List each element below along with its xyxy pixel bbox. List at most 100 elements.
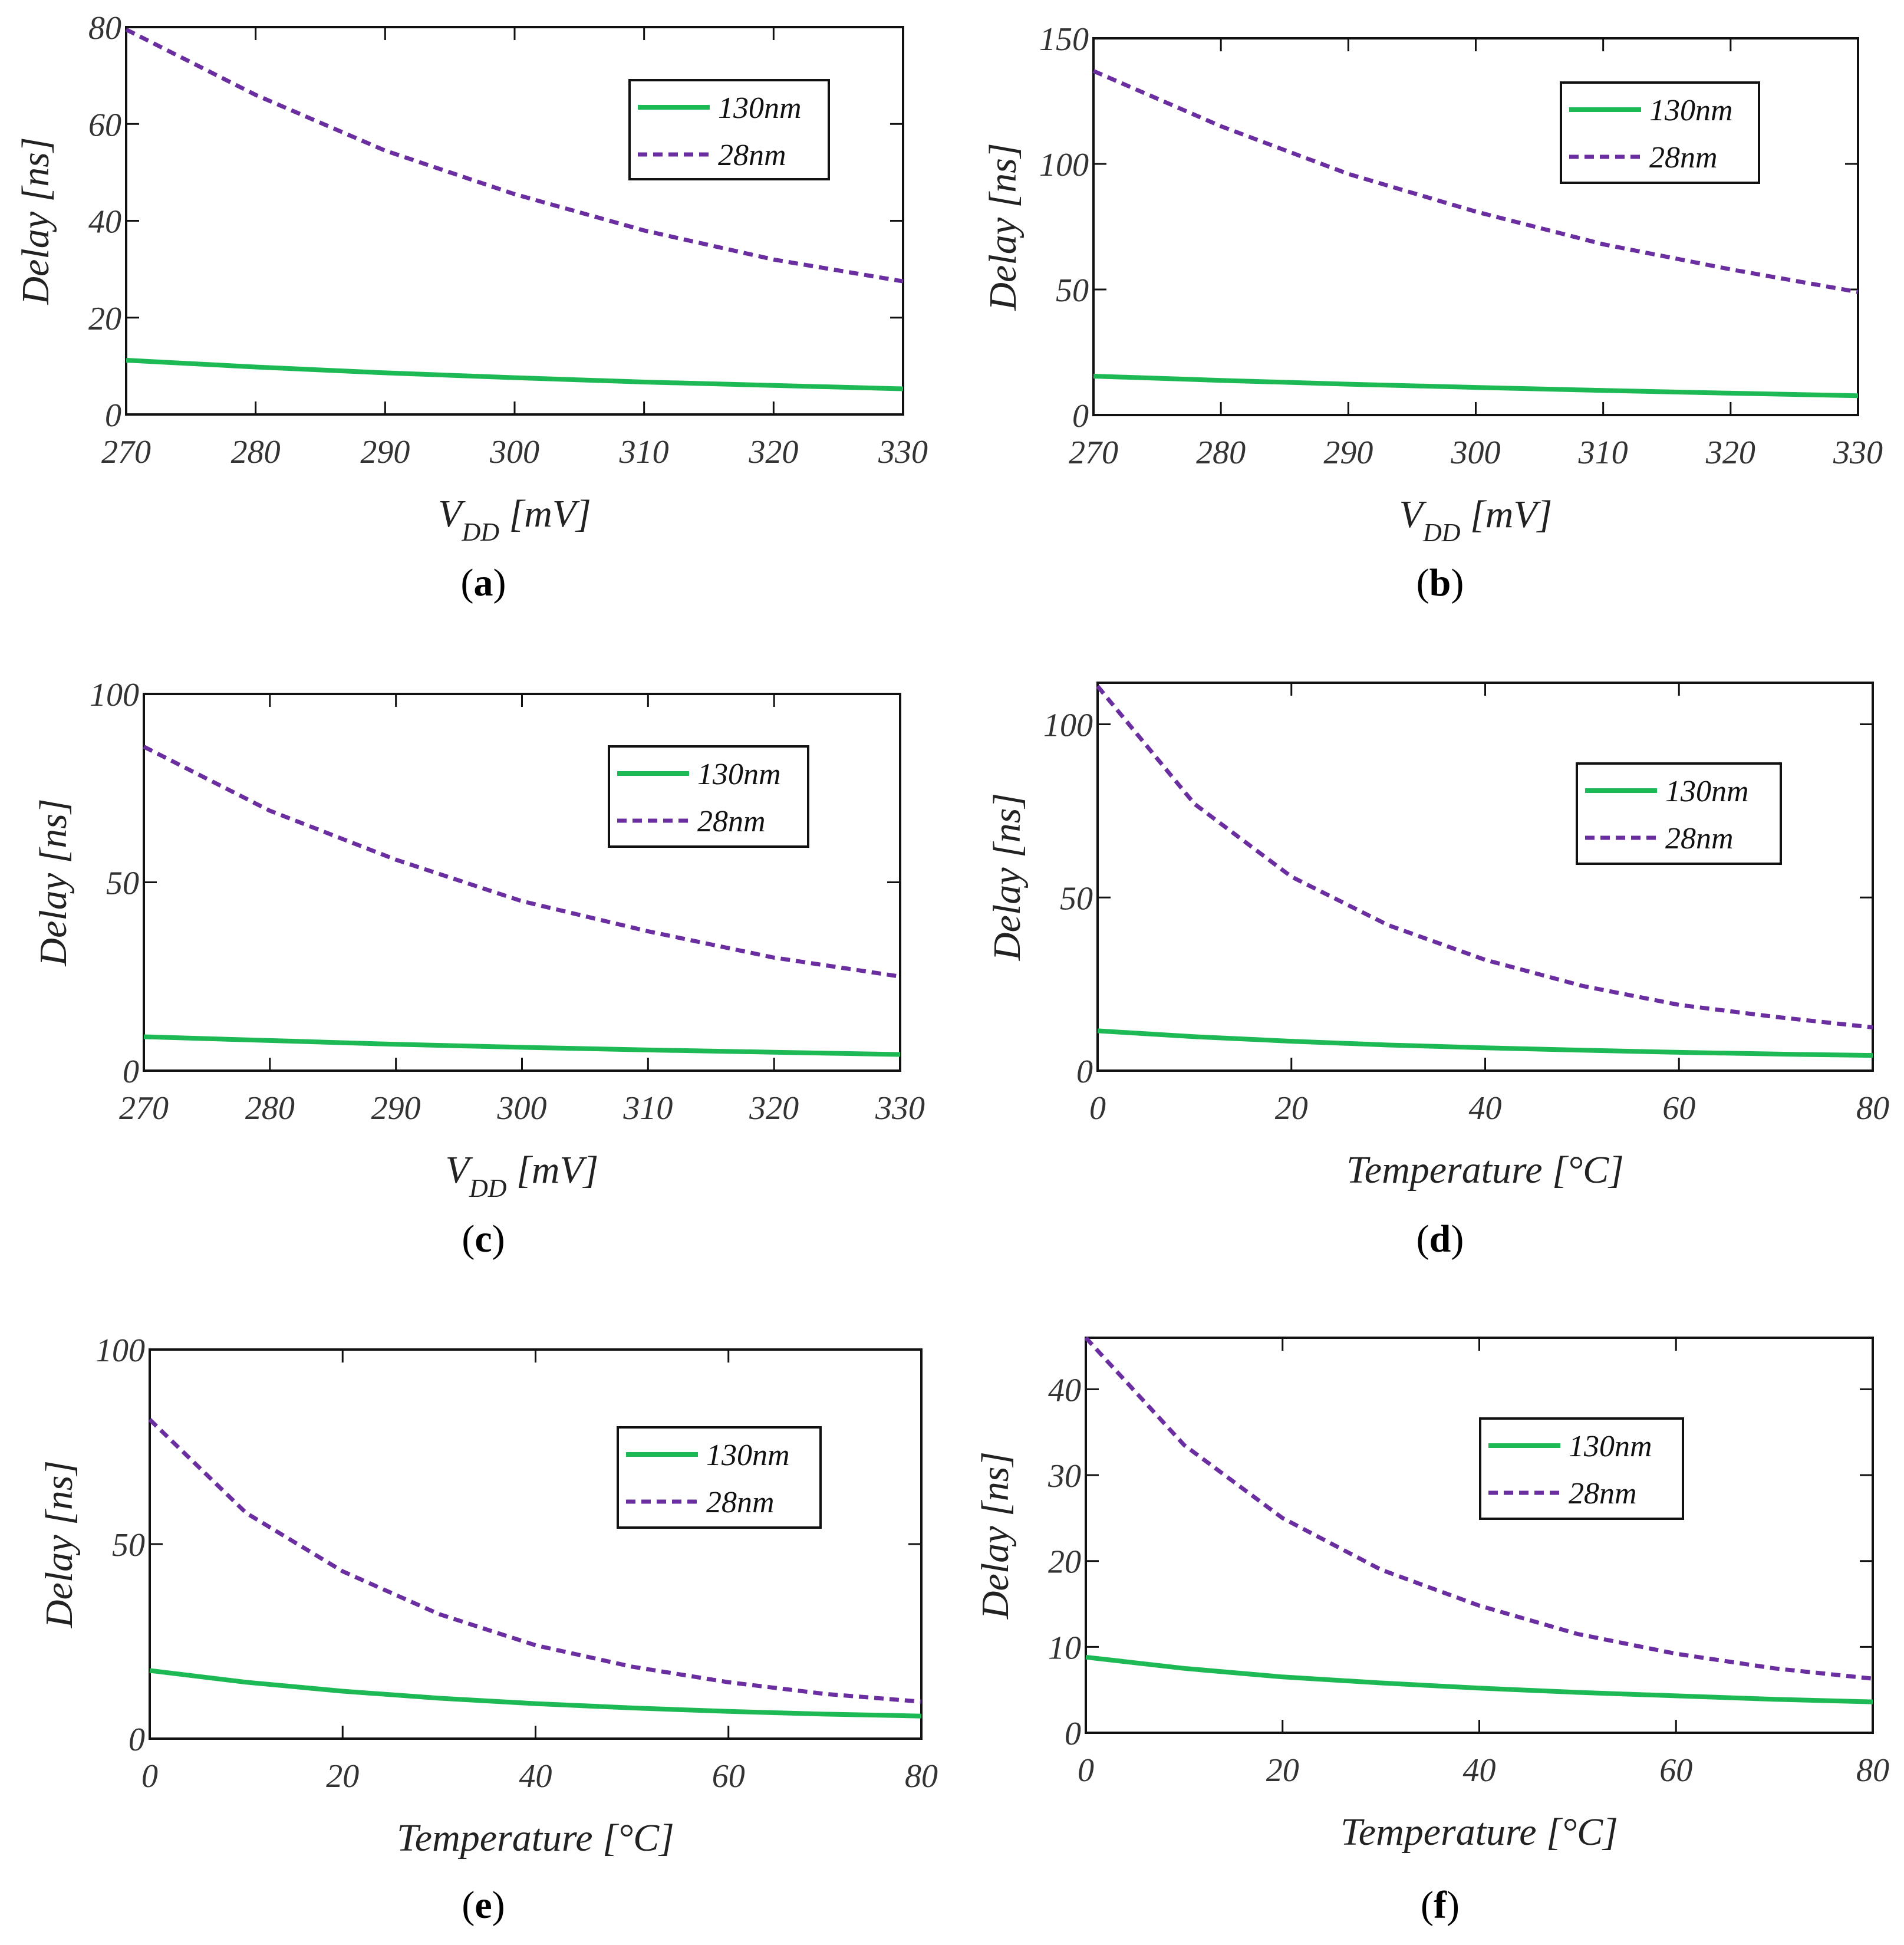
y-tick-label: 20 bbox=[1048, 1544, 1081, 1581]
y-axis-label: Delay [ns] bbox=[38, 1460, 81, 1628]
y-axis-label: Delay [ns] bbox=[32, 798, 75, 966]
legend-label: 130nm bbox=[1569, 1430, 1652, 1463]
caption-close: ) bbox=[492, 1217, 505, 1261]
x-tick-label: 290 bbox=[1323, 435, 1373, 471]
x-tick-label: 290 bbox=[360, 434, 410, 470]
x-axis-label-main: Temperature [°C] bbox=[1340, 1811, 1618, 1854]
plot-frame bbox=[1096, 682, 1874, 1072]
caption-open: ( bbox=[462, 1217, 475, 1261]
legend-label: 28nm bbox=[718, 139, 786, 172]
y-axis-label: Delay [ns] bbox=[974, 1452, 1017, 1620]
y-tick-label: 60 bbox=[88, 107, 121, 143]
x-axis-label: Temperature [°C] bbox=[397, 1816, 674, 1860]
x-tick-label: 40 bbox=[1463, 1752, 1496, 1789]
x-tick-label: 280 bbox=[231, 434, 281, 470]
chart-panel-b: 270 280 290 300 310 320 330 0 50 100 150 Delay [ns]… bbox=[981, 21, 1883, 604]
legend: 130nm 28nm bbox=[628, 79, 830, 180]
caption-letter: b bbox=[1429, 561, 1451, 604]
legend-box bbox=[628, 79, 830, 180]
legend-label: 28nm bbox=[1665, 822, 1734, 855]
y-tick-label: 50 bbox=[106, 865, 139, 902]
x-tick-label: 290 bbox=[371, 1090, 421, 1127]
x-tick-label: 280 bbox=[1196, 435, 1246, 471]
x-axis-label: Temperature [°C] bbox=[1346, 1148, 1624, 1192]
x-tick-label: 60 bbox=[1662, 1090, 1695, 1127]
y-axis-label: Delay [ns] bbox=[981, 143, 1025, 311]
x-tick-label: 300 bbox=[497, 1090, 547, 1127]
x-axis-label: VDD [mV] bbox=[446, 1148, 599, 1203]
x-tick-label: 0 bbox=[1089, 1090, 1106, 1127]
y-tick-label: 50 bbox=[1060, 880, 1093, 917]
caption-open: ( bbox=[462, 1884, 475, 1927]
x-tick-label: 80 bbox=[1856, 1752, 1889, 1789]
y-tick-label: 0 bbox=[129, 1722, 145, 1758]
x-tick-label: 320 bbox=[749, 1090, 799, 1127]
y-tick-label: 50 bbox=[112, 1527, 145, 1564]
panel-caption: (b) bbox=[1417, 561, 1464, 604]
x-tick-label: 330 bbox=[875, 1090, 925, 1127]
caption-letter: c bbox=[475, 1217, 492, 1261]
panel-caption: (a) bbox=[461, 561, 506, 604]
legend-box bbox=[617, 1426, 822, 1529]
chart-panel-a: 270 280 290 300 310 320 330 0 20 40 60 80 Delay [ns]… bbox=[14, 10, 928, 604]
caption-open: ( bbox=[461, 561, 474, 604]
legend-label: 130nm bbox=[718, 91, 802, 125]
plot-frame bbox=[1085, 1337, 1874, 1734]
chart-panel-d: 0 20 40 60 80 0 50 100 Delay [ns] Temperature [°C… bbox=[986, 682, 1889, 1261]
x-axis-label-main: V bbox=[446, 1148, 473, 1192]
series-line-130nm bbox=[126, 358, 904, 391]
caption-close: ) bbox=[492, 1884, 505, 1927]
x-tick-label: 330 bbox=[878, 434, 928, 470]
legend-label: 28nm bbox=[1649, 141, 1718, 175]
panel-caption: (c) bbox=[462, 1217, 505, 1261]
x-tick-label: 300 bbox=[1451, 435, 1501, 471]
panel-caption: (e) bbox=[462, 1884, 505, 1927]
y-tick-label: 0 bbox=[123, 1054, 139, 1090]
x-tick-label: 270 bbox=[101, 434, 151, 470]
y-axis-label: Delay [ns] bbox=[14, 137, 57, 305]
caption-close: ) bbox=[1451, 1217, 1464, 1261]
chart-panel-e: 0 20 40 60 80 0 50 100 Delay [ns] Temperature [°C… bbox=[38, 1332, 938, 1927]
legend-label: 130nm bbox=[706, 1439, 790, 1472]
series-line-28nm bbox=[1096, 684, 1873, 1030]
panel-caption: (d) bbox=[1417, 1217, 1464, 1261]
y-axis-label: Delay [ns] bbox=[986, 793, 1029, 961]
x-axis-label-main: V bbox=[1399, 493, 1427, 536]
y-tick-label: 100 bbox=[95, 1332, 145, 1369]
caption-letter: a bbox=[474, 561, 493, 604]
series-line-130nm bbox=[143, 1034, 901, 1057]
x-tick-label: 80 bbox=[1856, 1090, 1889, 1127]
x-tick-label: 280 bbox=[245, 1090, 295, 1127]
legend-box bbox=[608, 745, 809, 848]
chart-panel-f: 0 20 40 60 80 0 10 20 30 40 Delay [ns] Temperature … bbox=[974, 1336, 1889, 1927]
panel-caption: (f) bbox=[1421, 1884, 1460, 1927]
legend-label: 130nm bbox=[1649, 94, 1733, 127]
x-axis-label: Temperature [°C] bbox=[1340, 1811, 1618, 1854]
y-tick-label: 0 bbox=[1065, 1716, 1081, 1752]
legend: 130nm 28nm bbox=[608, 745, 809, 848]
series-line-130nm bbox=[149, 1668, 922, 1719]
x-tick-label: 330 bbox=[1833, 435, 1883, 471]
legend-label: 28nm bbox=[706, 1486, 775, 1519]
caption-close: ) bbox=[1447, 1884, 1460, 1927]
y-tick-label: 150 bbox=[1039, 21, 1089, 58]
x-axis-label-subscript: DD bbox=[461, 518, 499, 547]
legend-label: 130nm bbox=[697, 758, 781, 791]
x-tick-label: 20 bbox=[1266, 1752, 1299, 1789]
series-line-28nm bbox=[1084, 1336, 1873, 1681]
x-tick-label: 310 bbox=[622, 1090, 673, 1127]
x-tick-label: 20 bbox=[326, 1758, 359, 1795]
legend: 130nm 28nm bbox=[617, 1426, 822, 1529]
legend-label: 28nm bbox=[697, 805, 766, 838]
x-tick-label: 310 bbox=[1578, 435, 1628, 471]
caption-close: ) bbox=[493, 561, 506, 604]
x-axis-label: VDD [mV] bbox=[1399, 493, 1553, 547]
y-tick-label: 50 bbox=[1056, 272, 1089, 309]
y-tick-label: 0 bbox=[1076, 1054, 1093, 1090]
y-tick-label: 10 bbox=[1048, 1630, 1081, 1666]
x-axis-label-main: Temperature [°C] bbox=[397, 1816, 674, 1860]
y-tick-label: 0 bbox=[1072, 398, 1089, 435]
legend-box bbox=[1479, 1417, 1684, 1520]
x-tick-label: 20 bbox=[1275, 1090, 1308, 1127]
